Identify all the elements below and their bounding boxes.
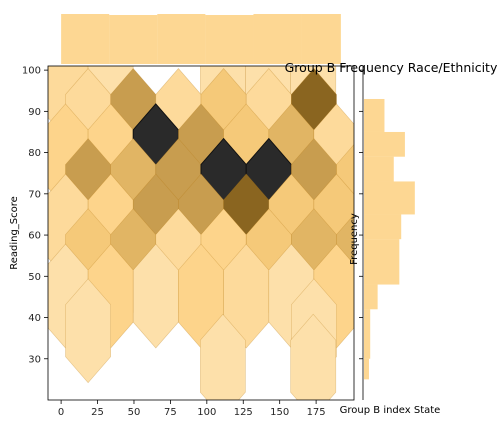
hexbin-cell — [290, 313, 337, 400]
x-axis-ticks: 0 25 50 75 100 125 150 175 — [58, 400, 326, 418]
right-marginal-bar — [364, 284, 378, 310]
hexbin-layer — [48, 66, 354, 400]
right-marginal-ticks — [359, 69, 363, 360]
x-tick-label: 150 — [270, 407, 289, 418]
y-tick-label: 80 — [28, 148, 41, 159]
x-tick-label: 100 — [197, 407, 216, 418]
right-marginal-bar — [364, 214, 402, 240]
y-tick-label: 30 — [28, 354, 41, 365]
y-tick-label: 50 — [28, 272, 41, 283]
x-tick-label: 50 — [128, 407, 141, 418]
top-marginal-bar — [157, 14, 206, 64]
y-tick-label: 100 — [22, 66, 41, 77]
y-tick-label: 90 — [28, 107, 41, 118]
main-axes-frame — [47, 65, 355, 401]
right-marginal-bar — [364, 181, 415, 215]
top-marginal-bar — [205, 15, 254, 64]
x-tick-label: 25 — [91, 407, 104, 418]
top-marginal-histogram — [61, 14, 341, 64]
right-marginal-bar — [364, 239, 400, 285]
y-axis-label: Reading_Score — [9, 196, 20, 270]
x-tick-label: 0 — [58, 407, 64, 418]
top-marginal-bar — [61, 14, 110, 64]
right-marginal-histogram — [364, 98, 415, 380]
x-axis-label: Group B index State — [340, 405, 441, 416]
x-tick-label: 75 — [164, 407, 177, 418]
chart-title: Group B Frequency Race/Ethnicity — [285, 60, 498, 75]
right-marginal-bar — [364, 98, 385, 132]
hexbin-cell — [65, 278, 111, 384]
y-tick-label: 60 — [28, 231, 41, 242]
right-marginal-label: Frequency — [349, 213, 360, 265]
top-marginal-bar — [109, 15, 158, 64]
right-marginal-bar — [364, 309, 371, 359]
y-tick-label: 70 — [28, 189, 41, 200]
x-tick-label: 125 — [234, 407, 253, 418]
right-marginal-bar — [364, 131, 405, 157]
top-marginal-bar — [253, 14, 302, 64]
top-marginal-bar — [301, 14, 341, 64]
right-marginal-bar — [364, 358, 369, 380]
x-tick-label: 175 — [307, 407, 326, 418]
y-axis-ticks: 30 40 50 60 70 80 90 100 — [22, 66, 48, 365]
y-tick-label: 40 — [28, 313, 41, 324]
right-marginal-bar — [364, 156, 394, 182]
hexbin-cell — [200, 313, 246, 400]
